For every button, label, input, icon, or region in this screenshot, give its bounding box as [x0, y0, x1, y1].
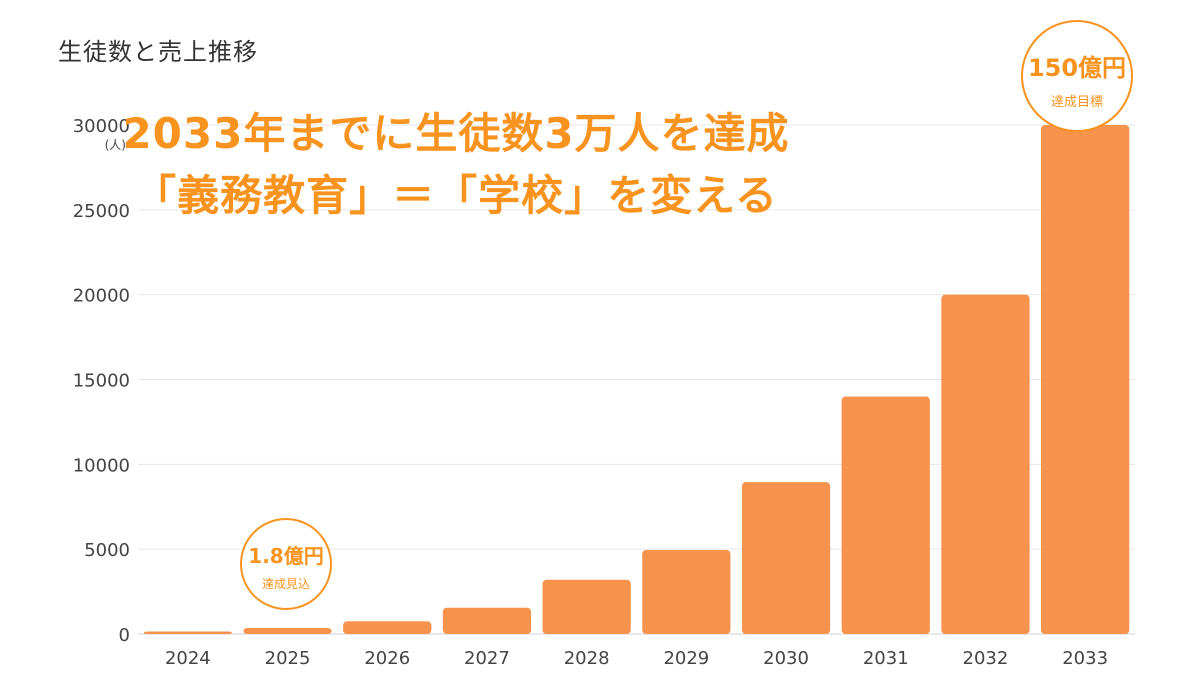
- headline-line-1: 2033年までに生徒数3万人を達成: [122, 109, 790, 158]
- y-tick-label: 5000: [84, 540, 130, 561]
- bar-2027: [442, 607, 532, 634]
- chart-title: 生徒数と売上推移: [58, 38, 258, 66]
- x-tick-label: 2029: [663, 648, 709, 669]
- x-tick-label: 2024: [165, 648, 211, 669]
- y-tick-label: 20000: [73, 286, 130, 307]
- y-tick-label: 10000: [73, 455, 130, 476]
- callout-2033-note: 達成目標: [1050, 95, 1103, 110]
- y-tick-label: 25000: [73, 201, 130, 222]
- callout-2025-note: 達成見込: [261, 577, 310, 591]
- x-tick-label: 2030: [763, 648, 809, 669]
- x-tick-label: 2031: [863, 648, 909, 669]
- callout-2033: 150億円 達成目標: [1021, 20, 1133, 132]
- x-tick-label: 2027: [464, 648, 510, 669]
- bar-2033: [1041, 125, 1130, 634]
- y-tick-label: 30000: [73, 116, 130, 137]
- bar-2026: [343, 621, 432, 634]
- bar-2024: [143, 631, 232, 634]
- y-tick-label: 15000: [73, 371, 130, 392]
- x-tick-label: 2032: [963, 648, 1009, 669]
- x-tick-label: 2028: [564, 648, 610, 669]
- bar-2029: [642, 550, 731, 634]
- bar-2025: [243, 628, 332, 634]
- callout-2033-amount: 150億円: [1027, 54, 1127, 82]
- headline-line-2: 「義務教育」＝「学校」を変える: [134, 171, 778, 220]
- x-tick-label: 2025: [265, 648, 311, 669]
- callout-2025-amount: 1.8億円: [248, 544, 324, 568]
- callout-2025: 1.8億円 達成見込: [240, 518, 332, 610]
- bar-2030: [741, 482, 831, 634]
- y-axis-unit-label: (人): [105, 138, 126, 152]
- y-tick-label: 0: [119, 625, 130, 646]
- bar-2028: [542, 579, 631, 634]
- x-tick-label: 2033: [1062, 648, 1108, 669]
- x-tick-label: 2026: [364, 648, 410, 669]
- bar-2032: [941, 294, 1030, 634]
- bar-2031: [841, 396, 930, 634]
